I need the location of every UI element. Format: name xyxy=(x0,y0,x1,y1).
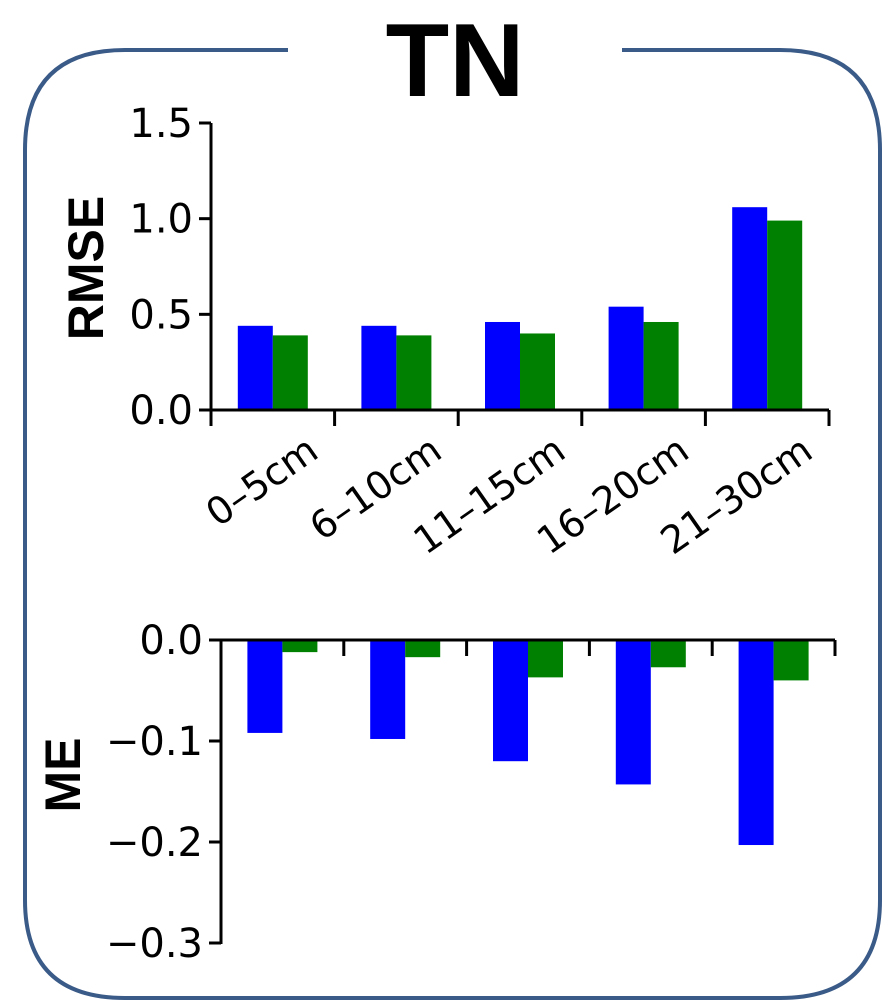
rmse-bar-s2-2 xyxy=(396,335,432,410)
rmse-y-axis-label: RMSE xyxy=(58,196,114,340)
me-bar-s2-1 xyxy=(282,640,318,653)
me-bar-s2-2 xyxy=(405,640,441,658)
me-y-axis-label: ME xyxy=(35,738,91,813)
rmse-bars xyxy=(237,207,803,410)
me-y-tick-label: −0.3 xyxy=(106,921,203,967)
rmse-bar-s1-1 xyxy=(237,325,273,410)
rmse-y-tick-label: 1.0 xyxy=(129,197,193,243)
rmse-bar-s2-5 xyxy=(767,220,803,410)
me-y-tick-label: 0.0 xyxy=(139,618,203,664)
me-bar-s1-4 xyxy=(615,640,651,785)
me-bar-s1-2 xyxy=(370,640,406,739)
me-bar-s1-1 xyxy=(247,640,283,733)
rmse-y-ticks: 0.0 0.5 1.0 1.5 xyxy=(129,101,211,434)
me-y-ticks: 0.0 −0.1 −0.2 −0.3 xyxy=(106,618,221,967)
rmse-bar-s1-3 xyxy=(485,321,520,410)
me-bar-s2-3 xyxy=(528,640,563,678)
me-y-tick-label: −0.2 xyxy=(106,820,203,866)
figure-frame xyxy=(23,48,882,1000)
rmse-bar-s1-2 xyxy=(361,325,397,410)
rmse-chart: RMSE 0.0 0.5 1.0 1.5 0–5cm6–10cm11–15cm16–2… xyxy=(58,101,831,563)
me-x-ticks xyxy=(219,640,837,656)
rmse-bar-s2-4 xyxy=(643,321,679,410)
rmse-bar-s2-3 xyxy=(520,333,555,410)
me-chart: ME 0.0 −0.1 −0.2 −0.3 xyxy=(35,618,837,967)
rmse-y-tick-label: 0.0 xyxy=(129,388,193,434)
rmse-bar-s1-4 xyxy=(608,306,644,410)
me-bar-s1-3 xyxy=(493,640,528,762)
rmse-y-tick-label: 0.5 xyxy=(129,292,193,338)
me-bars xyxy=(247,640,809,846)
me-bar-s2-4 xyxy=(650,640,686,668)
rmse-bar-s2-1 xyxy=(272,335,308,410)
rmse-y-tick-label: 1.5 xyxy=(129,101,193,147)
me-bar-s2-5 xyxy=(773,640,809,681)
rmse-bar-s1-5 xyxy=(732,207,768,410)
rmse-x-ticks xyxy=(209,410,831,426)
me-y-tick-label: −0.1 xyxy=(106,719,203,765)
figure-title: TN xyxy=(386,3,525,119)
me-bar-s1-5 xyxy=(738,640,774,846)
